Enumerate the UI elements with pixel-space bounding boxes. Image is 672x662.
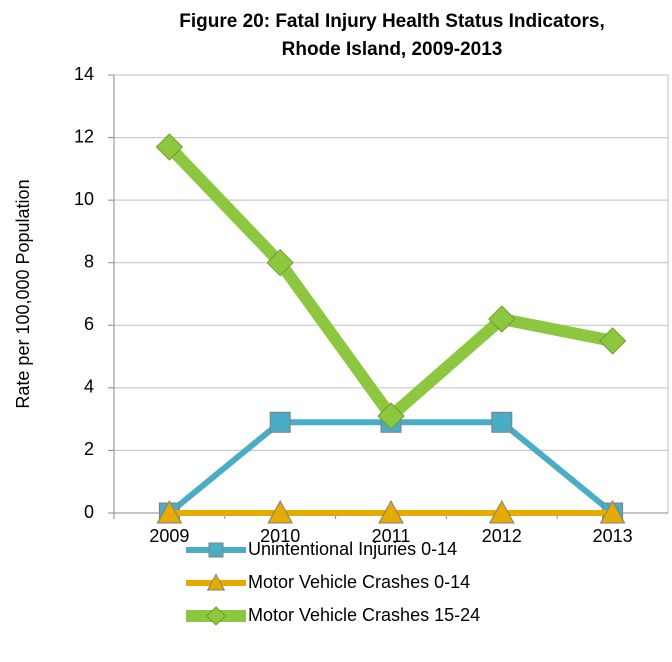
y-tick-label: 2 (84, 439, 94, 459)
x-tick-label: 2009 (149, 526, 189, 546)
legend-marker (206, 573, 226, 591)
y-tick-label: 4 (84, 377, 94, 397)
marker (266, 249, 294, 277)
marker (378, 499, 404, 524)
legend-marker (206, 606, 226, 626)
chart-title: Rhode Island, 2009-2013 (282, 39, 503, 60)
chart-title: Figure 20: Fatal Injury Health Status In… (179, 11, 604, 32)
marker (488, 499, 515, 524)
x-tick-label: 2013 (593, 526, 633, 546)
legend-label: Motor Vehicle Crashes 0-14 (248, 572, 470, 592)
series-line (165, 142, 614, 423)
y-tick-label: 6 (84, 314, 94, 334)
marker (269, 411, 291, 433)
marker (267, 499, 294, 524)
y-tick-label: 10 (74, 189, 94, 209)
x-tick-label: 2010 (260, 526, 300, 546)
marker (491, 411, 513, 433)
y-tick-label: 8 (84, 251, 94, 271)
marker (599, 499, 626, 524)
x-tick-label: 2011 (372, 526, 411, 546)
marker (155, 133, 184, 161)
y-axis-label: Rate per 100,000 Population (13, 179, 33, 408)
legend-label: Motor Vehicle Crashes 15-24 (248, 605, 480, 625)
marker (377, 402, 405, 430)
x-tick-label: 2012 (482, 526, 522, 546)
marker (488, 305, 516, 333)
marker (156, 499, 183, 524)
y-tick-label: 14 (74, 64, 94, 84)
legend-label: Unintentional Injuries 0-14 (248, 539, 457, 559)
y-tick-label: 12 (74, 126, 94, 146)
y-tick-label: 0 (84, 502, 94, 522)
marker (598, 327, 627, 355)
legend-marker (208, 542, 224, 558)
series-line (167, 419, 615, 516)
